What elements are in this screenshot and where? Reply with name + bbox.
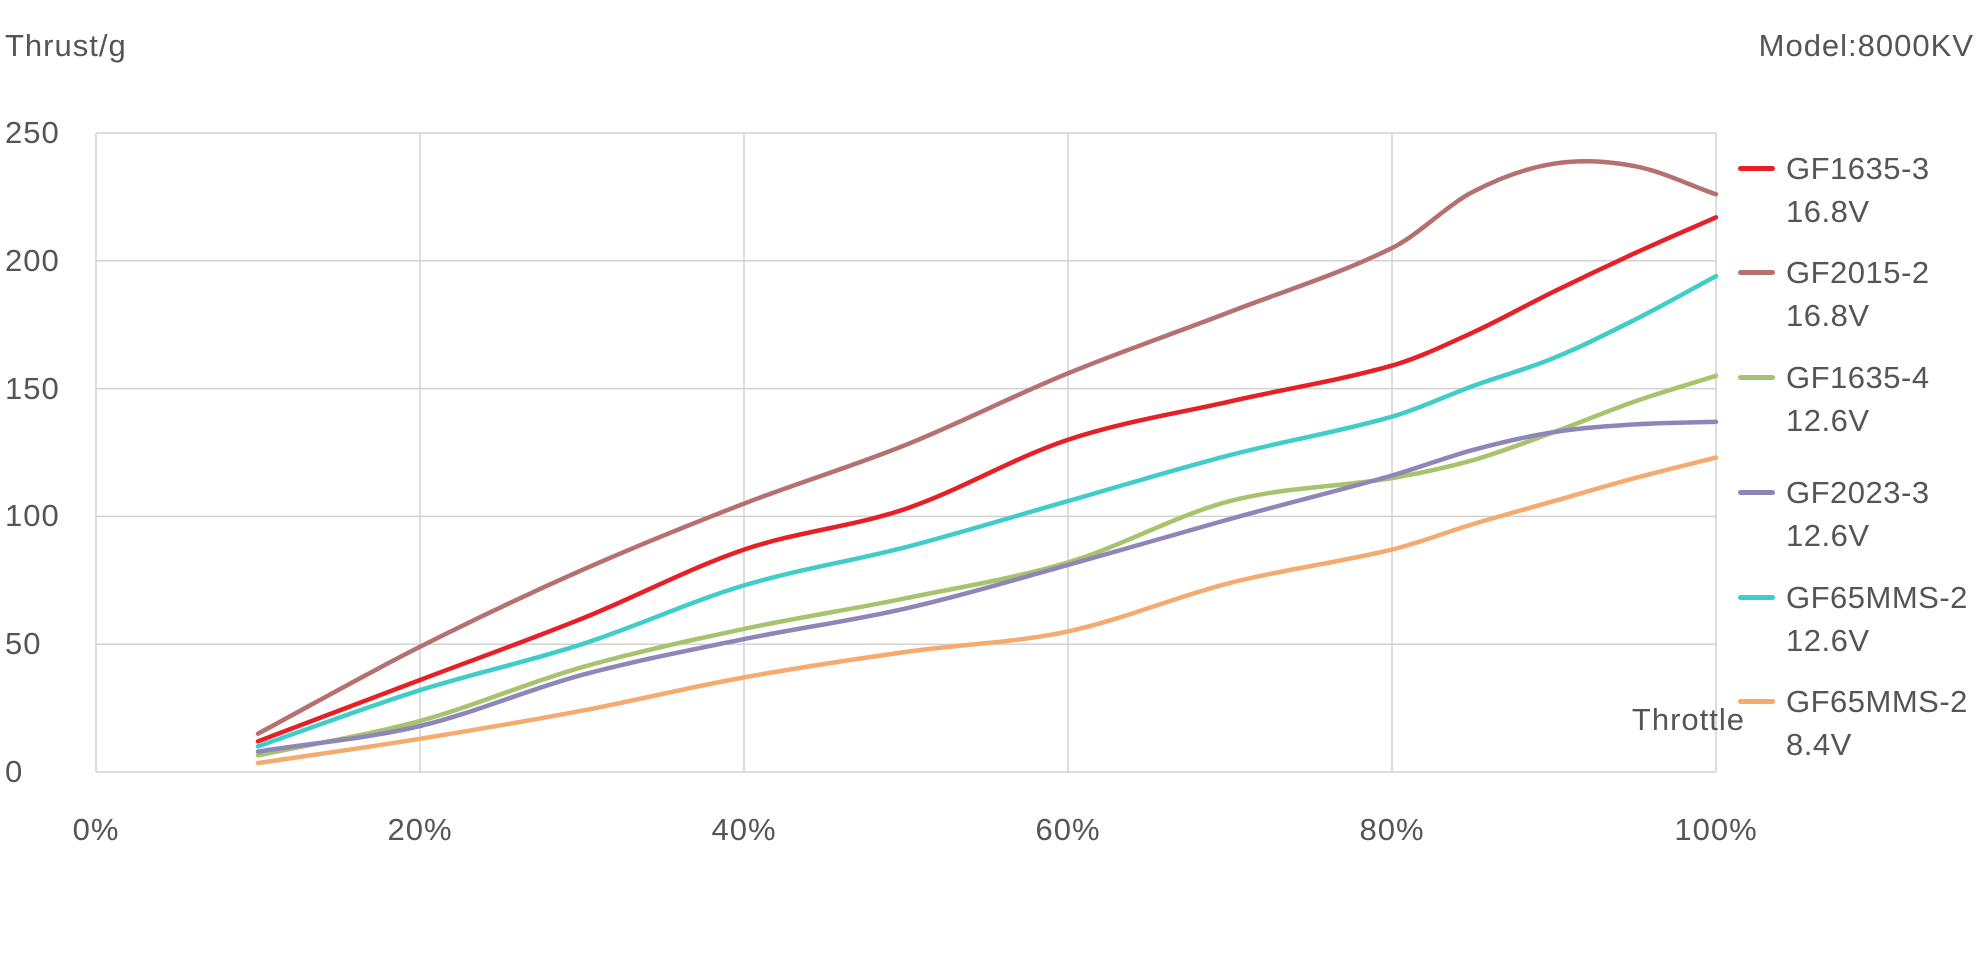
legend-series-voltage: 12.6V [1786, 623, 1870, 658]
series-line-gf65mms-2-8-4v [255, 455, 1719, 766]
legend-label: GF65MMS-2 8.4V [1786, 680, 1968, 766]
y-tick-label-250: 250 [5, 115, 60, 150]
legend-label: GF2023-3 12.6V [1786, 471, 1930, 557]
legend-series-name: GF1635-4 [1786, 360, 1930, 395]
legend-label: GF1635-3 16.8V [1786, 147, 1930, 233]
legend-swatch-gf2015-2-16-8v [1738, 270, 1775, 275]
series-line-gf2015-2-16-8v [255, 159, 1719, 736]
legend-item-gf65mms-2-12-6v: GF65MMS-2 12.6V [1738, 576, 1968, 662]
legend-item-gf1635-3-16-8v: GF1635-3 16.8V [1738, 147, 1930, 233]
legend-series-voltage: 16.8V [1786, 298, 1870, 333]
legend-series-name: GF1635-3 [1786, 151, 1930, 186]
legend-series-name: GF65MMS-2 [1786, 684, 1968, 719]
y-tick-label-0: 0 [5, 754, 24, 789]
legend-series-name: GF2015-2 [1786, 255, 1930, 290]
series-line-gf1635-3-16-8v [255, 215, 1719, 744]
y-axis-title: Thrust/g [5, 28, 127, 63]
legend-swatch-gf65mms-2-8-4v [1738, 699, 1775, 704]
legend-swatch-gf2023-3-12-6v [1738, 490, 1775, 495]
y-tick-label-150: 150 [5, 370, 60, 406]
legend-swatch-gf1635-4-12-6v [1738, 375, 1775, 380]
y-tick-label-100: 100 [5, 498, 60, 534]
legend-swatch-gf65mms-2-12-6v [1738, 595, 1775, 600]
legend-item-gf65mms-2-8-4v: GF65MMS-2 8.4V [1738, 680, 1968, 766]
legend-swatch-gf1635-3-16-8v [1738, 166, 1775, 171]
legend-item-gf1635-4-12-6v: GF1635-4 12.6V [1738, 356, 1930, 442]
x-tick-label-60: 60% [1035, 812, 1101, 847]
x-axis-title: Throttle [1631, 702, 1745, 737]
legend-item-gf2023-3-12-6v: GF2023-3 12.6V [1738, 471, 1930, 557]
legend-label: GF1635-4 12.6V [1786, 356, 1930, 442]
legend-series-name: GF2023-3 [1786, 475, 1930, 510]
legend-label: GF65MMS-2 12.6V [1786, 576, 1968, 662]
legend-series-voltage: 8.4V [1786, 727, 1852, 762]
series-line-gf2023-3-12-6v [255, 419, 1719, 754]
series-line-gf1635-4-12-6v [255, 373, 1719, 758]
legend-series-voltage: 16.8V [1786, 194, 1870, 229]
x-tick-label-40: 40% [711, 812, 777, 847]
legend-series-voltage: 12.6V [1786, 518, 1870, 553]
x-tick-label-100: 100% [1674, 812, 1758, 847]
x-tick-label-80: 80% [1359, 812, 1425, 847]
legend-series-name: GF65MMS-2 [1786, 580, 1968, 615]
y-tick-label-50: 50 [5, 626, 42, 662]
model-label: Model:8000KV [1758, 28, 1974, 63]
legend-item-gf2015-2-16-8v: GF2015-2 16.8V [1738, 251, 1930, 337]
y-tick-label-200: 200 [5, 242, 60, 278]
series-line-gf65mms-2-12-6v [255, 273, 1719, 749]
legend-series-voltage: 12.6V [1786, 403, 1870, 438]
legend-label: GF2015-2 16.8V [1786, 251, 1930, 337]
x-tick-label-0: 0% [72, 812, 120, 847]
x-tick-label-20: 20% [387, 812, 453, 847]
